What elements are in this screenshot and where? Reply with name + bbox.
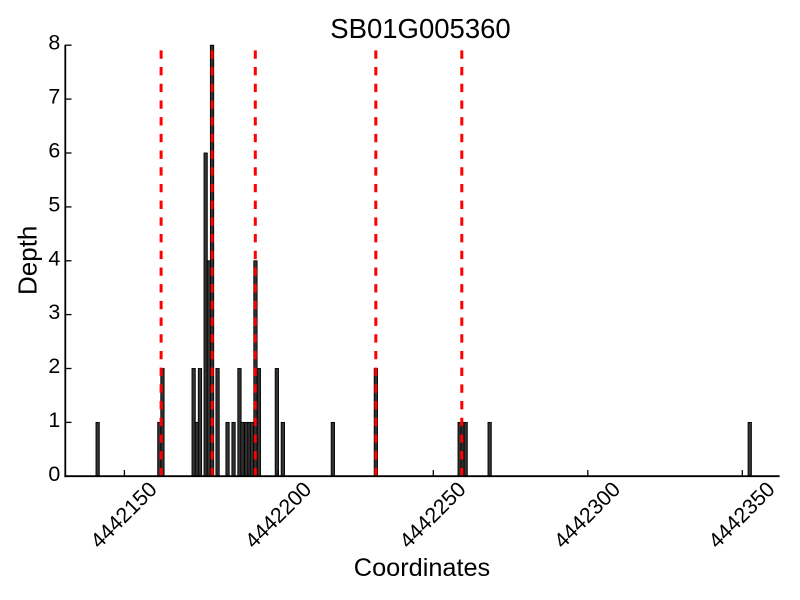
svg-text:4: 4 bbox=[48, 246, 60, 270]
svg-text:Coordinates: Coordinates bbox=[354, 554, 490, 582]
svg-text:5: 5 bbox=[48, 192, 60, 216]
svg-text:2: 2 bbox=[48, 354, 60, 378]
svg-text:Depth: Depth bbox=[13, 226, 43, 295]
svg-text:8: 8 bbox=[48, 31, 60, 55]
svg-text:7: 7 bbox=[48, 85, 60, 109]
svg-text:1: 1 bbox=[48, 408, 60, 432]
svg-text:6: 6 bbox=[48, 139, 60, 163]
svg-text:3: 3 bbox=[48, 300, 60, 324]
svg-text:SB01G005360: SB01G005360 bbox=[330, 13, 510, 44]
svg-text:0: 0 bbox=[48, 462, 60, 486]
